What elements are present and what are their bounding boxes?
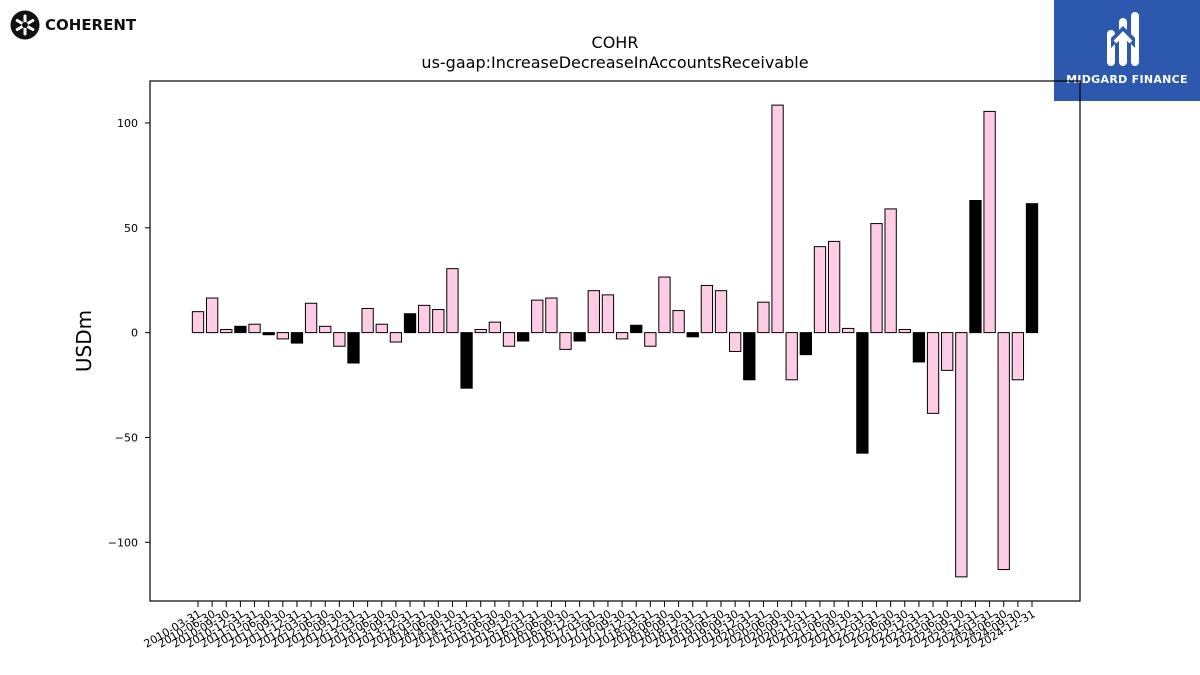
midgard-finance-logo: MIDGARD FINANCE <box>1054 0 1200 101</box>
bar <box>304 302 318 334</box>
bar <box>432 309 445 334</box>
bar <box>615 332 629 340</box>
bar <box>333 332 346 347</box>
y-tick-label: 0 <box>131 327 138 340</box>
bar <box>446 268 459 334</box>
bar <box>319 325 332 334</box>
bar <box>545 297 558 334</box>
chart-subtitle: us-gaap:IncreaseDecreaseInAccountsReceiv… <box>421 53 809 72</box>
bar <box>700 284 714 334</box>
y-tick-label: −100 <box>108 536 138 549</box>
bar <box>502 332 516 347</box>
coherent-logo: COHERENT <box>10 10 136 40</box>
y-tick-label: 100 <box>117 117 138 130</box>
bar <box>842 327 855 334</box>
bar <box>220 328 233 334</box>
bar <box>460 332 473 389</box>
coherent-asterisk-icon <box>10 10 40 40</box>
bar <box>389 332 403 343</box>
bar <box>1011 332 1025 381</box>
bar <box>729 332 742 352</box>
bar <box>347 332 360 364</box>
bar <box>686 332 699 338</box>
bar <box>926 332 940 414</box>
bar <box>672 310 685 334</box>
bar <box>191 311 205 334</box>
bar <box>516 332 530 342</box>
bar <box>587 290 600 334</box>
bar <box>234 325 247 334</box>
bar <box>1025 203 1039 334</box>
midgard-finance-mark-icon <box>1107 12 1139 66</box>
bar <box>488 321 502 334</box>
chart-title: COHR <box>591 33 639 52</box>
y-tick-label: −50 <box>115 431 138 444</box>
bar <box>983 110 996 334</box>
bar <box>912 332 926 363</box>
bar <box>955 332 968 578</box>
bar <box>248 323 261 334</box>
bar <box>531 299 544 334</box>
bar <box>870 223 883 334</box>
bar <box>714 290 728 334</box>
bar <box>276 332 289 340</box>
bar <box>997 332 1010 571</box>
bar <box>827 240 841 334</box>
coherent-logo-text: COHERENT <box>45 16 137 34</box>
bar <box>856 332 869 454</box>
bar <box>658 276 671 334</box>
bar <box>630 324 643 334</box>
bar <box>205 297 219 334</box>
bar <box>403 313 417 334</box>
bar <box>361 308 374 334</box>
bar <box>813 246 827 334</box>
bar <box>474 328 487 334</box>
bar <box>290 332 304 344</box>
bar <box>262 332 275 336</box>
bar <box>771 104 784 334</box>
bar <box>644 332 657 347</box>
bar <box>573 332 586 342</box>
bar <box>559 332 572 350</box>
bar <box>418 304 431 334</box>
bar <box>799 332 812 356</box>
bar <box>884 208 897 334</box>
bar <box>375 323 388 334</box>
bar <box>757 301 770 334</box>
bar <box>898 328 911 334</box>
bar <box>743 332 756 381</box>
bar <box>969 200 982 334</box>
plot-frame <box>149 80 1081 602</box>
bar <box>785 332 798 381</box>
y-axis-label: USDm <box>72 310 96 372</box>
y-tick-label: 50 <box>124 222 138 235</box>
bar <box>601 294 615 334</box>
bar <box>941 332 954 371</box>
midgard-finance-logo-text: MIDGARD FINANCE <box>1066 73 1188 86</box>
